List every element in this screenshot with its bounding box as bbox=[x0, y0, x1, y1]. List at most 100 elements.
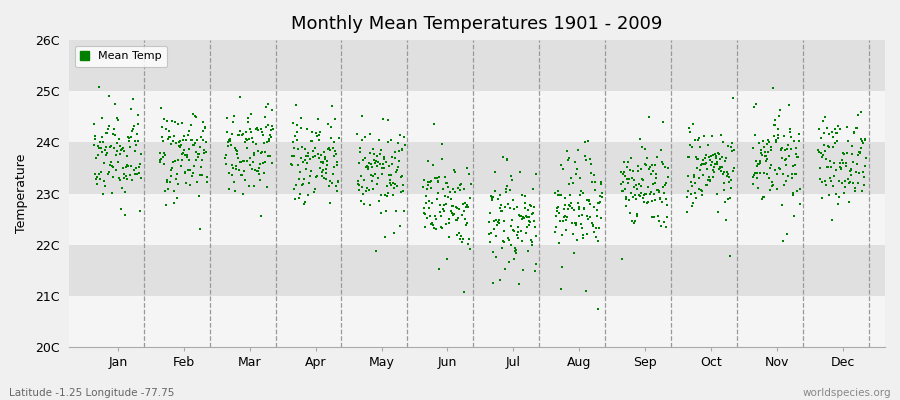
Point bbox=[717, 186, 732, 193]
Point bbox=[323, 147, 338, 154]
Point bbox=[590, 238, 605, 244]
Point bbox=[170, 157, 184, 164]
Point bbox=[720, 170, 734, 177]
Point bbox=[706, 152, 721, 158]
Point bbox=[558, 213, 572, 219]
Point bbox=[632, 180, 646, 187]
Point bbox=[119, 173, 133, 179]
Point bbox=[100, 150, 114, 156]
Point bbox=[712, 166, 726, 172]
Point bbox=[494, 208, 508, 214]
Point bbox=[377, 154, 392, 161]
Point bbox=[88, 133, 103, 140]
Point bbox=[154, 104, 168, 111]
Point bbox=[374, 147, 389, 154]
Point bbox=[288, 133, 302, 139]
Point bbox=[433, 208, 447, 215]
Point bbox=[585, 220, 599, 226]
Point bbox=[329, 162, 344, 168]
Point bbox=[88, 171, 103, 178]
Point bbox=[703, 178, 717, 185]
Point bbox=[500, 201, 515, 208]
Point bbox=[528, 261, 543, 267]
Point bbox=[593, 193, 608, 199]
Point bbox=[436, 206, 450, 212]
Point bbox=[575, 235, 590, 241]
Point bbox=[518, 230, 533, 236]
Point bbox=[289, 102, 303, 108]
Point bbox=[119, 163, 133, 170]
Point bbox=[436, 186, 451, 192]
Point bbox=[125, 128, 140, 134]
Point bbox=[101, 126, 115, 132]
Point bbox=[572, 175, 587, 181]
Point bbox=[484, 195, 499, 201]
Point bbox=[648, 180, 662, 186]
Point bbox=[314, 169, 328, 175]
Point bbox=[176, 137, 190, 143]
Point bbox=[584, 161, 598, 168]
Point bbox=[626, 168, 640, 175]
Point bbox=[549, 212, 563, 219]
Point bbox=[692, 135, 706, 142]
Point bbox=[578, 153, 592, 159]
Point bbox=[577, 206, 591, 212]
Point bbox=[351, 160, 365, 166]
Point bbox=[289, 182, 303, 188]
Point bbox=[771, 165, 786, 171]
Point bbox=[638, 160, 652, 167]
Point bbox=[562, 192, 577, 198]
Point bbox=[166, 138, 180, 144]
Point bbox=[813, 176, 827, 182]
Point bbox=[182, 157, 196, 164]
Point bbox=[365, 146, 380, 152]
Point bbox=[659, 180, 673, 186]
Point bbox=[702, 174, 716, 180]
Point bbox=[454, 182, 468, 188]
Point bbox=[782, 153, 796, 160]
Point bbox=[392, 148, 406, 155]
Point bbox=[285, 120, 300, 127]
Point bbox=[361, 163, 375, 170]
Point bbox=[511, 224, 526, 230]
Point bbox=[619, 202, 634, 209]
Point bbox=[779, 178, 794, 185]
Point bbox=[849, 125, 863, 132]
Point bbox=[835, 156, 850, 163]
Point bbox=[122, 144, 137, 150]
Point bbox=[223, 138, 238, 144]
Point bbox=[588, 187, 602, 194]
Point bbox=[548, 190, 562, 196]
Point bbox=[434, 223, 448, 230]
Point bbox=[118, 212, 132, 218]
Point bbox=[619, 196, 634, 202]
Point bbox=[527, 268, 542, 274]
Point bbox=[682, 129, 697, 135]
Point bbox=[427, 225, 441, 231]
Point bbox=[378, 191, 392, 198]
Point bbox=[555, 218, 570, 224]
Point bbox=[763, 164, 778, 171]
Point bbox=[160, 179, 175, 185]
Point bbox=[654, 147, 669, 154]
Point bbox=[716, 171, 730, 177]
Point bbox=[696, 191, 710, 198]
Point bbox=[638, 146, 652, 152]
Point bbox=[757, 143, 771, 150]
Point bbox=[453, 236, 467, 242]
Point bbox=[305, 138, 320, 144]
Point bbox=[747, 103, 761, 110]
Point bbox=[420, 158, 435, 164]
Point bbox=[822, 130, 836, 137]
Point bbox=[482, 210, 497, 216]
Point bbox=[321, 121, 336, 127]
Point bbox=[773, 147, 788, 154]
Point bbox=[630, 212, 644, 219]
Point bbox=[439, 179, 454, 186]
Point bbox=[718, 158, 733, 164]
Point bbox=[832, 194, 846, 200]
Point bbox=[702, 177, 716, 184]
Point bbox=[857, 174, 871, 180]
Point bbox=[291, 128, 305, 135]
Point bbox=[727, 147, 742, 154]
